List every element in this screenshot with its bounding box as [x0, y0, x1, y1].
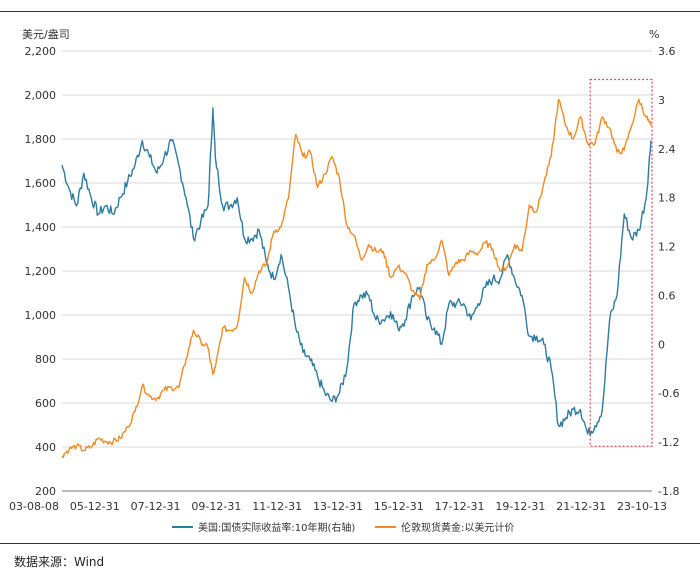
right-tick-label: -1.2 [658, 436, 679, 449]
left-tick-label: 800 [35, 353, 56, 366]
right-tick-label: 0 [658, 338, 665, 351]
x-tick-label: 11-12-31 [252, 500, 302, 513]
x-tick-label: 09-12-31 [191, 500, 241, 513]
series-line-real-yield [61, 107, 652, 437]
left-tick-label: 600 [35, 397, 56, 410]
left-axis-unit: 美元/盎司 [22, 27, 70, 41]
right-tick-label: 1.2 [658, 241, 676, 254]
left-tick-label: 1,600 [25, 177, 57, 190]
left-tick-label: 1,400 [25, 221, 57, 234]
grid-lines [62, 50, 652, 492]
left-tick-label: 1,000 [25, 309, 57, 322]
top-rule [0, 11, 700, 12]
left-tick-label: 2,200 [25, 45, 57, 58]
right-tick-label: 3.6 [658, 45, 676, 58]
x-tick-label: 05-12-31 [70, 500, 120, 513]
x-axis-ticks: 03-08-08 05-12-31 07-12-31 09-12-31 11-12-31… [9, 500, 667, 513]
left-tick-label: 1,800 [25, 133, 57, 146]
right-axis-unit: % [649, 28, 659, 41]
right-tick-label: 0.6 [658, 289, 676, 302]
x-tick-label: 19-12-31 [495, 500, 545, 513]
right-tick-label: 1.8 [658, 192, 676, 205]
x-tick-label: 13-12-31 [313, 500, 363, 513]
right-tick-label: -1.8 [658, 485, 679, 498]
x-tick-label: 03-08-08 [9, 500, 59, 513]
gold-vs-real-yield-chart: 200 400 600 800 1,000 1,200 1,400 1,600 1,800 2,0… [9, 27, 679, 534]
series-line-gold [61, 98, 652, 459]
x-tick-label: 23-10-13 [617, 500, 667, 513]
series-layer [61, 98, 652, 459]
left-tick-label: 2,000 [25, 89, 57, 102]
right-tick-label: 3 [658, 94, 665, 107]
right-tick-label: -0.6 [658, 387, 679, 400]
left-tick-label: 200 [35, 485, 56, 498]
data-source-note: 数据来源：Wind [14, 555, 105, 569]
left-tick-label: 1,200 [25, 265, 57, 278]
right-axis-ticks: -1.8 -1.2 -0.6 0 0.6 1.2 1.8 2.4 3 3.6 [658, 45, 679, 498]
legend-label-real-yield: 美国:国债实际收益率:10年期(右轴) [198, 521, 355, 534]
legend: 美国:国债实际收益率:10年期(右轴) 伦敦现货黄金:以美元计价 [172, 521, 514, 534]
x-tick-label: 07-12-31 [131, 500, 181, 513]
highlight-box [589, 78, 653, 447]
bottom-rule [0, 543, 700, 544]
x-tick-label: 17-12-31 [435, 500, 485, 513]
left-tick-label: 400 [35, 441, 56, 454]
legend-label-gold: 伦敦现货黄金:以美元计价 [401, 521, 514, 534]
left-axis-ticks: 200 400 600 800 1,000 1,200 1,400 1,600 1,800 2,0… [25, 45, 57, 498]
x-tick-label: 15-12-31 [374, 500, 424, 513]
x-tick-label: 21-12-31 [556, 500, 606, 513]
right-tick-label: 2.4 [658, 143, 676, 156]
